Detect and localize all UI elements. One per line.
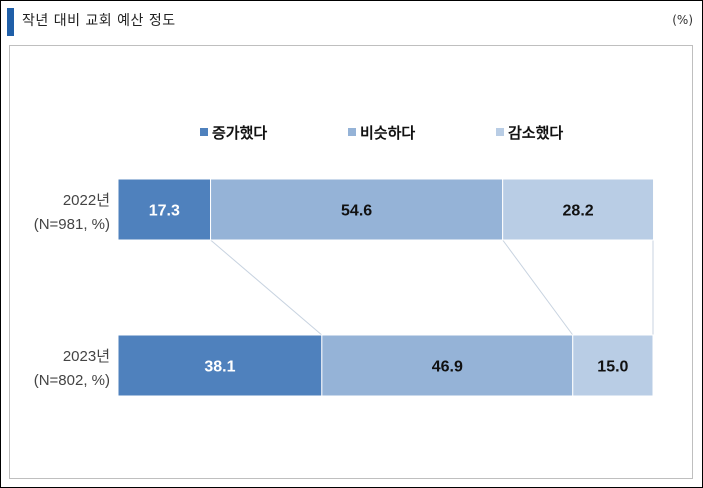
bar-1-3	[502, 178, 655, 241]
data-label-1-2: 54.6	[341, 203, 372, 220]
legend-swatch-2	[348, 128, 356, 136]
category-year-2: 2023년	[63, 348, 110, 365]
plot-area	[9, 45, 693, 479]
unit-label: (%)	[672, 13, 693, 27]
chart-title: 작년 대비 교회 예산 정도	[22, 13, 176, 29]
legend-swatch-1	[200, 128, 208, 136]
title-accent-bar	[7, 8, 14, 36]
data-label-2-1: 38.1	[204, 359, 235, 376]
category-n-1: (N=981, %)	[34, 216, 110, 233]
data-label-2-3: 15.0	[597, 359, 628, 376]
data-label-2-2: 46.9	[432, 359, 463, 376]
category-n-2: (N=802, %)	[34, 372, 110, 389]
bar-1-1	[117, 178, 212, 241]
bar-2-2	[321, 334, 574, 397]
bar-2-1	[117, 334, 323, 397]
bar-2-3	[572, 334, 654, 397]
legend-label-2: 비슷하다	[360, 124, 415, 142]
data-label-1-1: 17.3	[149, 203, 180, 220]
bar-1-2	[210, 178, 504, 241]
series-line-2	[502, 239, 574, 336]
legend-label-3: 감소했다	[508, 124, 563, 142]
legend-swatch-3	[496, 128, 504, 136]
legend-label-1: 증가했다	[212, 124, 267, 142]
category-year-1: 2022년	[63, 192, 110, 209]
data-label-1-3: 28.2	[563, 203, 594, 220]
series-line-1	[210, 239, 323, 336]
